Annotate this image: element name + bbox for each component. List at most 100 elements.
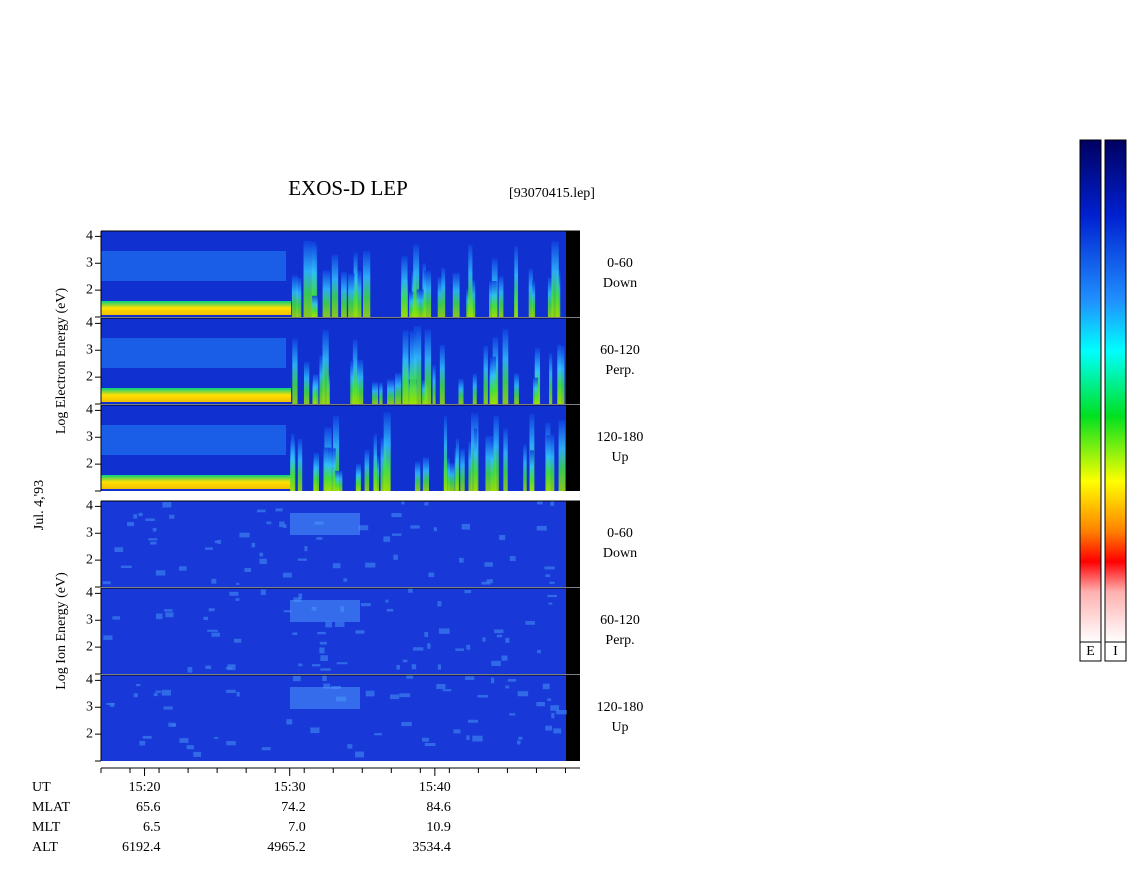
y-tick-label: 2 bbox=[86, 639, 93, 654]
spectrogram-band bbox=[433, 527, 437, 532]
spectrogram-band bbox=[304, 546, 308, 552]
spectrogram-band bbox=[155, 570, 166, 576]
orbit-value: 3534.4 bbox=[412, 840, 451, 855]
spectrogram-band bbox=[303, 240, 312, 317]
spectrogram-band bbox=[155, 690, 161, 693]
spectrogram-band bbox=[355, 270, 362, 317]
spectrogram-band bbox=[290, 513, 360, 535]
spectrogram-band bbox=[535, 348, 541, 404]
spectrogram-band bbox=[112, 616, 120, 620]
y-tick-label: 2 bbox=[86, 456, 93, 471]
spectrogram-band bbox=[401, 721, 412, 727]
spectrogram-band bbox=[169, 514, 175, 519]
color-bar-box bbox=[1079, 641, 1102, 662]
spectrogram-band bbox=[244, 567, 252, 573]
color-bar bbox=[1079, 139, 1102, 643]
spectrogram-band bbox=[152, 527, 157, 532]
spectrogram-band bbox=[229, 591, 239, 596]
spectrogram-band bbox=[298, 593, 303, 600]
color-bar bbox=[1104, 139, 1127, 643]
spectrogram-band bbox=[114, 547, 124, 553]
spectrogram-band bbox=[316, 537, 323, 540]
spectrogram-band bbox=[537, 650, 541, 654]
spectrogram-band bbox=[135, 683, 141, 687]
spectrogram-band bbox=[328, 448, 336, 491]
spectrogram-band bbox=[179, 566, 187, 571]
spectrogram-band bbox=[214, 540, 219, 544]
spectrogram-band bbox=[416, 289, 424, 317]
spectrogram-band bbox=[292, 338, 298, 404]
spectrogram-band bbox=[422, 457, 430, 491]
spectrogram-band bbox=[290, 433, 295, 491]
spectrogram-band bbox=[556, 710, 567, 715]
y-tick-label: 4 bbox=[86, 229, 93, 244]
spectrogram-band bbox=[545, 725, 553, 731]
spectrogram-band bbox=[350, 360, 354, 404]
spectrogram-band bbox=[297, 438, 303, 491]
spectrogram-band bbox=[424, 742, 436, 746]
row-label: MLAT bbox=[32, 800, 71, 815]
orbit-value: 74.2 bbox=[281, 800, 306, 815]
spectrogram-band bbox=[549, 353, 553, 404]
spectrogram-band bbox=[101, 301, 291, 315]
spectrogram-band bbox=[362, 251, 371, 317]
spectrogram-band bbox=[386, 608, 394, 612]
spectrogram-band bbox=[322, 270, 331, 317]
spectrogram-band bbox=[536, 525, 547, 531]
spectrogram-band bbox=[507, 678, 517, 682]
panel-angle: 0-60 bbox=[607, 526, 633, 541]
spectrogram-band bbox=[266, 521, 272, 525]
spectrogram-band bbox=[323, 683, 331, 689]
spectrogram-band bbox=[313, 452, 319, 491]
spectrogram-band bbox=[472, 373, 477, 404]
spectrogram-band bbox=[203, 616, 209, 621]
spectrogram-band bbox=[460, 448, 465, 491]
spectrogram-band bbox=[547, 698, 552, 702]
spectrogram-band bbox=[422, 737, 429, 742]
spectrogram-band bbox=[335, 470, 343, 491]
y-tick-label: 2 bbox=[86, 282, 93, 297]
spectrogram-band bbox=[410, 525, 420, 529]
spectrogram-band bbox=[490, 439, 497, 491]
spectrogram-band bbox=[292, 632, 298, 636]
spectrogram-band bbox=[443, 416, 448, 491]
spectrogram-band bbox=[374, 733, 383, 736]
spectrogram-band bbox=[490, 356, 496, 404]
orbit-value: 6192.4 bbox=[122, 840, 161, 855]
spectrogram-band bbox=[133, 693, 138, 698]
spectrogram-band bbox=[494, 629, 504, 634]
orbit-value: 4965.2 bbox=[267, 840, 306, 855]
spectrogram-band bbox=[482, 637, 486, 642]
spectrogram-band bbox=[283, 572, 292, 578]
instrument-strip bbox=[566, 318, 580, 404]
spectrogram-band bbox=[471, 280, 476, 317]
spectrogram-band bbox=[145, 518, 155, 521]
spectrogram-band bbox=[442, 689, 452, 692]
spectrogram-band bbox=[409, 291, 418, 317]
spectrogram-band bbox=[413, 647, 424, 651]
spectrogram-band bbox=[428, 572, 435, 578]
spectrogram-band bbox=[226, 741, 236, 746]
spectrogram-band bbox=[133, 514, 138, 519]
spectrogram-band bbox=[164, 609, 173, 612]
spectrogram-band bbox=[343, 578, 348, 582]
spectrogram-band bbox=[503, 428, 508, 491]
x-tick-label: 15:20 bbox=[129, 780, 161, 795]
spectrogram-band bbox=[226, 689, 236, 693]
spectrogram-band bbox=[101, 251, 286, 281]
spectrogram-band bbox=[466, 644, 471, 650]
spectrogram-band bbox=[259, 552, 264, 557]
spectrogram-band bbox=[477, 694, 488, 698]
spectrogram-band bbox=[455, 438, 460, 491]
spectrogram-band bbox=[389, 694, 400, 700]
spectrogram-band bbox=[489, 280, 497, 317]
spectrogram-band bbox=[531, 281, 536, 317]
spectrogram-band bbox=[409, 331, 417, 404]
spectrogram-band bbox=[383, 536, 391, 542]
spectrogram-band bbox=[536, 702, 545, 707]
spectrogram-band bbox=[310, 727, 320, 734]
spectrogram-band bbox=[322, 330, 329, 404]
spectrogram-band bbox=[156, 613, 163, 620]
color-bar-label: E bbox=[1086, 644, 1095, 659]
spectrogram-band bbox=[207, 629, 219, 632]
